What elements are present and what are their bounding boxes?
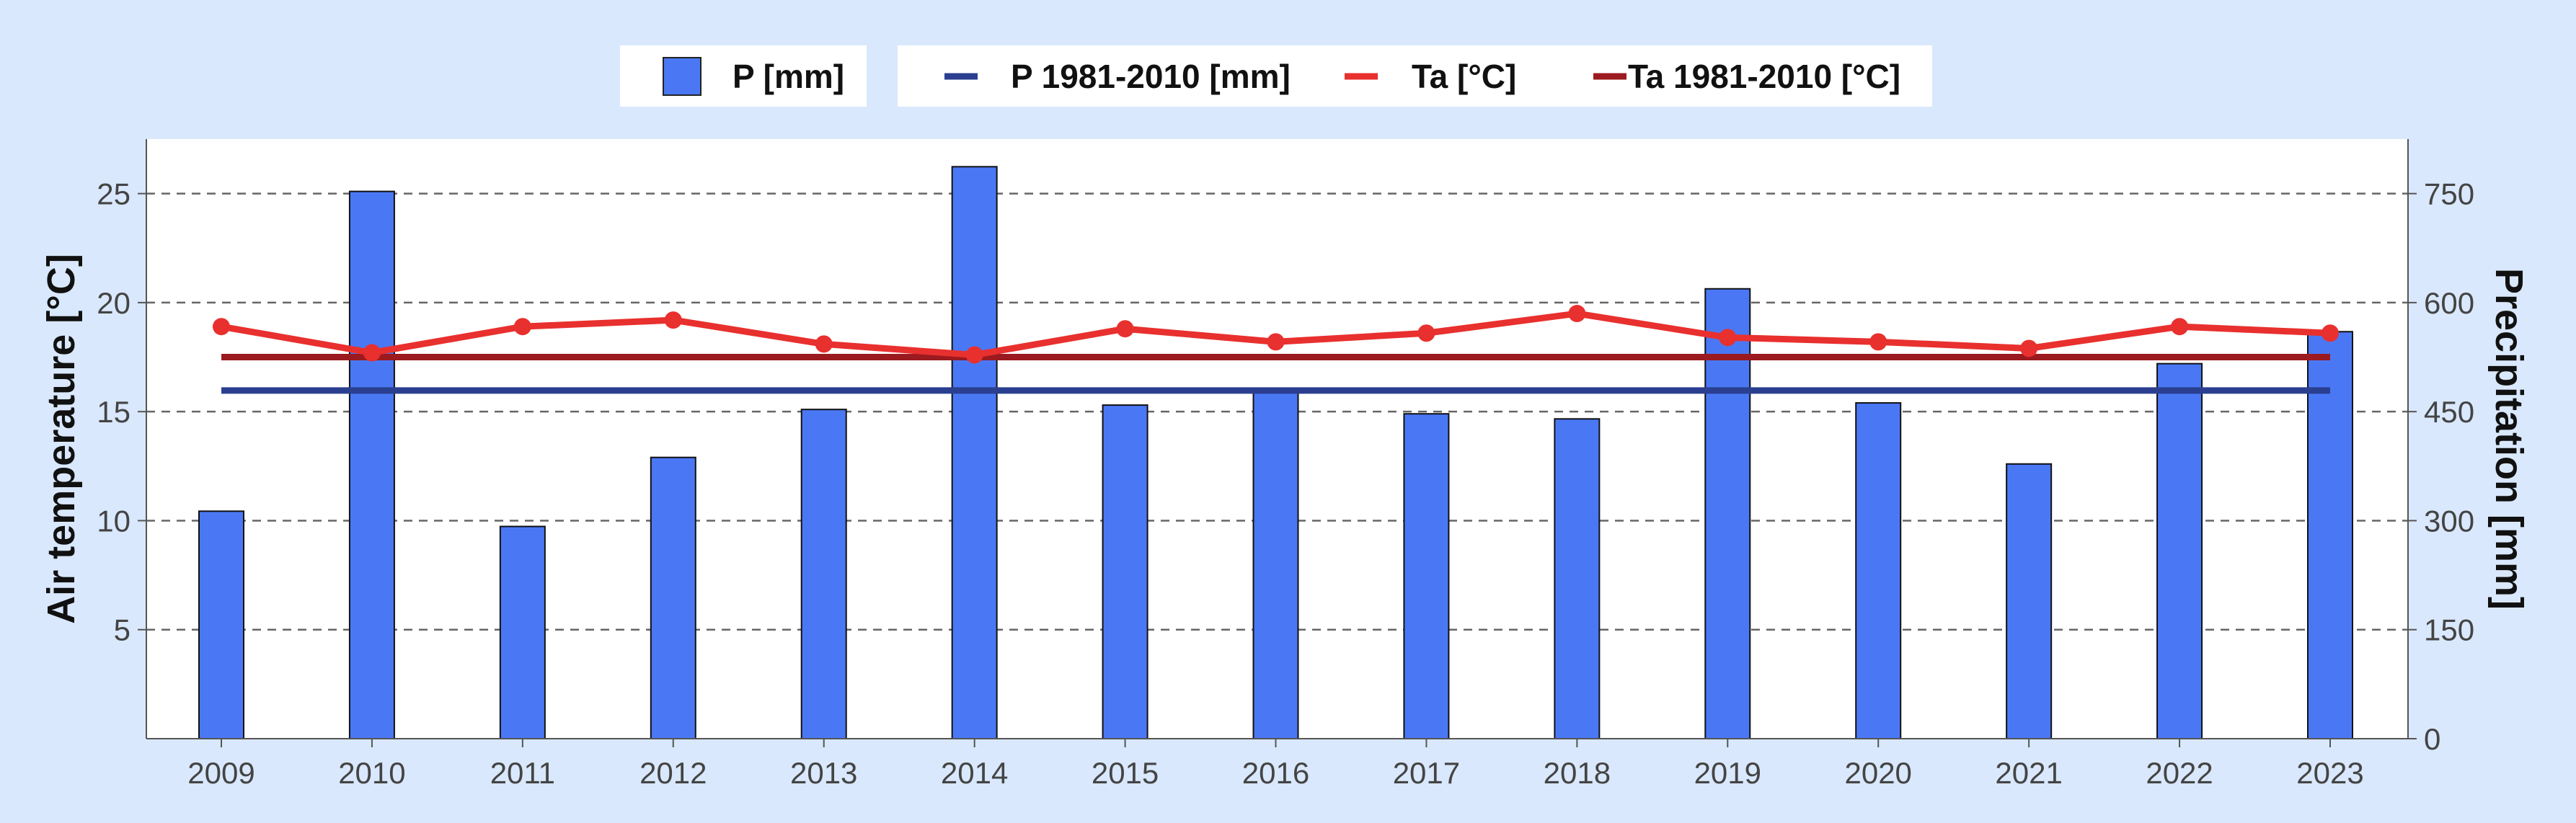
- precip-bar: [1252, 389, 1299, 739]
- precipitation-bars: [198, 166, 2353, 740]
- x-tick-label: 2018: [1544, 756, 1611, 790]
- right-axis-ticks: 0 150 300 450 600 750: [2408, 177, 2474, 756]
- left-tick-label: 25: [97, 177, 130, 211]
- legend-label-temperature-normal: Ta 1981-2010 [°C]: [1628, 58, 1900, 95]
- x-tick-label: 2012: [639, 756, 707, 790]
- right-tick-label: 150: [2424, 613, 2474, 647]
- x-tick-label: 2022: [2146, 756, 2213, 790]
- right-tick-label: 750: [2424, 177, 2474, 211]
- legend-label-temperature: Ta [°C]: [1412, 58, 1516, 95]
- legend-box-lines: [898, 45, 1932, 107]
- legend: P [mm] P 1981-2010 [mm] Ta [°C] Ta 1981-…: [620, 45, 1932, 107]
- x-axis-ticks: 2009 2010 2011 2012 2013 2014 2015 2016 2017 2018…: [187, 739, 2364, 790]
- temperature-point: [1568, 305, 1586, 323]
- x-tick-label: 2010: [338, 756, 405, 790]
- precip-bar: [650, 456, 696, 739]
- legend-key-precip-bars: [663, 57, 701, 96]
- temperature-point: [2171, 318, 2189, 336]
- precip-bar: [1855, 402, 1902, 740]
- precip-bar: [800, 409, 847, 739]
- right-tick-label: 600: [2424, 286, 2474, 320]
- right-axis-title: Precipitation [mm]: [2487, 268, 2531, 610]
- x-tick-label: 2019: [1694, 756, 1761, 790]
- temperature-point: [1116, 320, 1134, 338]
- legend-box-bars: [620, 45, 867, 107]
- temperature-point: [664, 311, 682, 329]
- precip-bar: [1403, 413, 1450, 739]
- x-tick-label: 2017: [1393, 756, 1460, 790]
- x-tick-label: 2023: [2296, 756, 2363, 790]
- right-tick-label: 0: [2424, 722, 2440, 756]
- temperature-point: [815, 335, 833, 353]
- x-tick-label: 2020: [1844, 756, 1911, 790]
- temperature-points: [213, 305, 2339, 364]
- precip-bar: [951, 166, 998, 739]
- x-tick-label: 2011: [490, 756, 555, 790]
- temperature-point: [1267, 333, 1285, 351]
- left-axis-ticks: 5 10 15 20 25: [97, 177, 146, 647]
- temperature-point: [513, 318, 531, 336]
- temperature-point: [2322, 324, 2339, 342]
- precip-bar: [348, 190, 395, 739]
- precip-bar: [2156, 362, 2203, 739]
- x-tick-label: 2016: [1242, 756, 1309, 790]
- temperature-point: [363, 344, 381, 362]
- x-tick-label: 2015: [1092, 756, 1159, 790]
- x-tick-label: 2013: [790, 756, 857, 790]
- left-axis-title: Air temperature [°C]: [40, 254, 83, 624]
- left-tick-label: 15: [97, 395, 130, 429]
- legend-label-precip-normal: P 1981-2010 [mm]: [1011, 58, 1291, 95]
- temperature-point: [1719, 329, 1737, 347]
- precip-bar: [1554, 418, 1601, 739]
- temperature-point: [965, 346, 983, 364]
- temperature-point: [1417, 324, 1435, 342]
- precip-bar: [499, 525, 546, 739]
- left-tick-label: 20: [97, 286, 130, 320]
- x-tick-label: 2014: [941, 756, 1008, 790]
- precip-bar: [2006, 463, 2053, 739]
- right-tick-label: 300: [2424, 504, 2474, 538]
- x-tick-label: 2009: [187, 756, 254, 790]
- temperature-point: [213, 318, 230, 336]
- precip-bar: [198, 510, 244, 739]
- left-tick-label: 5: [114, 613, 130, 647]
- legend-label-precip-bars: P [mm]: [732, 58, 844, 95]
- temperature-point: [1869, 333, 1887, 351]
- right-tick-label: 450: [2424, 395, 2474, 429]
- precip-bar: [2307, 331, 2353, 739]
- left-tick-label: 10: [97, 504, 130, 538]
- x-tick-label: 2021: [1995, 756, 2062, 790]
- temperature-point: [2020, 339, 2038, 357]
- precip-bar: [1102, 404, 1148, 739]
